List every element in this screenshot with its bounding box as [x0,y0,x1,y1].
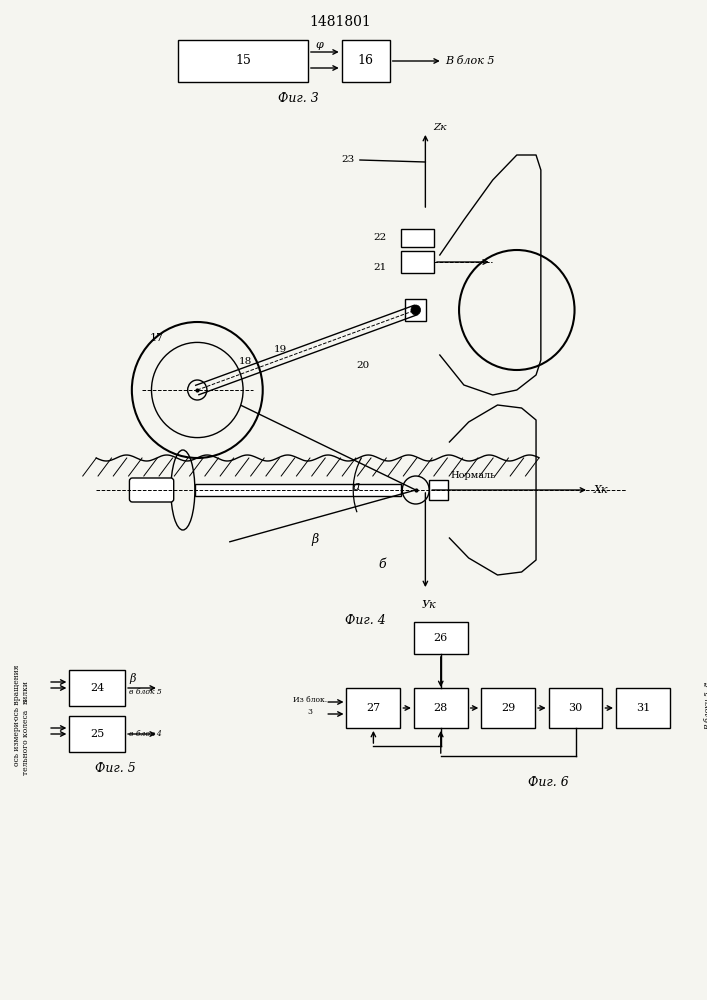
FancyBboxPatch shape [405,299,426,321]
FancyBboxPatch shape [429,480,448,500]
Text: 20: 20 [356,360,370,369]
Text: 27: 27 [366,703,380,713]
Text: 21: 21 [373,262,387,271]
FancyBboxPatch shape [341,40,390,82]
Text: Хк: Хк [594,485,608,495]
Text: В блок 5: В блок 5 [445,56,495,66]
Text: а: а [352,480,360,492]
FancyBboxPatch shape [414,688,468,728]
FancyBboxPatch shape [346,688,400,728]
Text: Фиг. 5: Фиг. 5 [95,762,136,774]
FancyBboxPatch shape [69,670,125,706]
FancyBboxPatch shape [481,688,535,728]
Text: Фиг. 3: Фиг. 3 [278,92,319,104]
Text: 24: 24 [90,683,105,693]
Text: 18: 18 [239,357,252,365]
FancyBboxPatch shape [616,688,670,728]
FancyBboxPatch shape [69,716,125,752]
Text: 30: 30 [568,703,583,713]
Text: 29: 29 [501,703,515,713]
Text: Нормаль: Нормаль [450,472,496,481]
Text: 28: 28 [433,703,448,713]
Text: Ук: Ук [422,600,436,610]
Text: 15: 15 [235,54,251,68]
Text: ось вращения
вилки: ось вращения вилки [13,664,30,720]
Text: 3: 3 [308,708,312,716]
Text: Фиг. 4: Фиг. 4 [345,613,386,626]
Text: б: б [378,558,386,572]
Text: ось измери-
тельного колеса: ось измери- тельного колеса [13,709,30,775]
FancyBboxPatch shape [402,229,434,247]
Text: Zк: Zк [433,123,447,132]
Text: Из блок.: Из блок. [293,696,327,704]
Text: β: β [311,534,318,546]
FancyBboxPatch shape [549,688,602,728]
FancyBboxPatch shape [402,251,434,273]
FancyBboxPatch shape [129,478,174,502]
FancyBboxPatch shape [414,622,468,654]
Text: 22: 22 [373,233,387,242]
Text: 19: 19 [274,345,287,354]
Text: в блок 4: в блок 4 [129,730,162,738]
Text: φ: φ [315,40,323,50]
Circle shape [411,305,421,315]
Text: 26: 26 [433,633,448,643]
Text: 31: 31 [636,703,650,713]
Text: 16: 16 [358,54,374,68]
Text: 1481801: 1481801 [309,15,370,29]
Text: 23: 23 [341,155,355,164]
Text: 25: 25 [90,729,105,739]
Text: В блоки 5, 8: В блоки 5, 8 [703,682,707,730]
FancyBboxPatch shape [195,484,402,496]
FancyBboxPatch shape [178,40,308,82]
Text: β: β [129,674,135,684]
Text: в блок 5: в блок 5 [129,688,162,696]
Text: Фиг. 6: Фиг. 6 [528,776,569,790]
Text: 17: 17 [150,333,164,343]
